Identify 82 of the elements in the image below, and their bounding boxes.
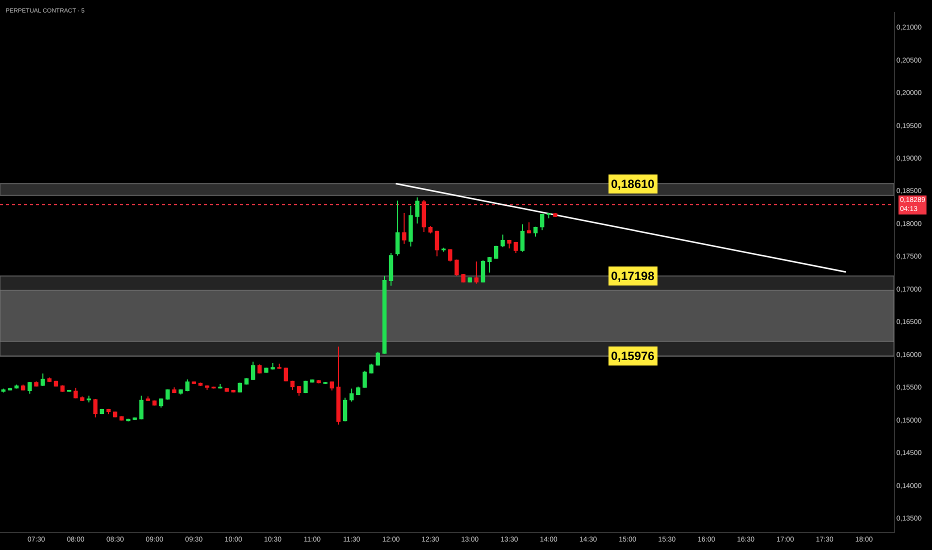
candlestick (500, 234, 505, 248)
candlestick (166, 388, 170, 400)
candlestick (192, 380, 196, 384)
candlestick (376, 351, 380, 366)
candlestick (178, 388, 183, 395)
candlestick (520, 224, 525, 252)
candlestick (132, 416, 137, 421)
candlestick (356, 386, 360, 396)
candlestick (507, 240, 512, 249)
candlestick (40, 373, 45, 386)
candlestick (8, 387, 12, 392)
candlestick (362, 370, 367, 388)
candlestick (231, 389, 236, 393)
candlestick (264, 367, 268, 374)
candlestick (533, 226, 538, 238)
candlestick (258, 364, 262, 374)
candlestick (198, 382, 203, 386)
candlestick (152, 400, 157, 406)
candlestick (434, 230, 440, 257)
candlestick (146, 396, 150, 402)
candlestick (468, 276, 472, 283)
candlestick (106, 408, 111, 415)
candlestick (388, 252, 394, 286)
candlestick (86, 395, 91, 403)
candlestick (304, 380, 308, 394)
band-label: 0,18610 (611, 177, 655, 191)
candlestick (454, 259, 459, 276)
candlestick (428, 226, 433, 234)
candlestick (323, 382, 328, 384)
candlestick (395, 200, 400, 256)
candlestick (113, 411, 118, 418)
candlestick (415, 196, 420, 224)
candlestick (120, 416, 124, 422)
candlestick (494, 245, 498, 260)
candlestick (553, 212, 558, 218)
candlestick (526, 222, 532, 234)
candlestick (448, 248, 452, 262)
candlestick (126, 418, 130, 422)
candlestick (93, 398, 98, 418)
candlestick (546, 212, 551, 219)
candlestick (540, 213, 544, 231)
candlestick (342, 397, 348, 422)
candlestick (185, 378, 190, 392)
candlestick (47, 376, 52, 383)
candlestick (461, 273, 466, 283)
candlestick (270, 362, 275, 370)
candlestick (330, 380, 334, 392)
candlestick (369, 363, 374, 374)
candlestick (34, 380, 38, 388)
candlestick (74, 387, 78, 399)
candlestick (487, 256, 492, 274)
candlestick (316, 380, 321, 384)
candlestick (514, 241, 518, 254)
candlestick (284, 367, 288, 382)
candlestick (290, 380, 295, 390)
ref-line-label: 0,15976 (611, 349, 655, 363)
candlestick (250, 361, 256, 381)
candlestick (480, 260, 486, 283)
candlestick (205, 384, 210, 390)
candlestick (474, 261, 479, 284)
band-label: 0,17198 (611, 269, 655, 283)
candlestick (310, 378, 314, 384)
candlestick (100, 408, 104, 415)
candlestick (158, 398, 164, 408)
candlestick (402, 212, 406, 244)
candlestick (224, 387, 229, 392)
candlestick (218, 383, 222, 390)
candlestick (350, 388, 354, 402)
candlestick (382, 275, 387, 354)
candlestick (139, 395, 144, 420)
candlestick (21, 384, 26, 392)
candlestick (172, 386, 176, 394)
candlestick (277, 363, 282, 370)
candlestick (238, 382, 242, 393)
candlestick (336, 346, 341, 426)
candlestick (54, 380, 58, 388)
candlestick (408, 205, 413, 247)
candlestick (422, 199, 426, 233)
candlestick (28, 382, 32, 394)
candlestick (80, 396, 84, 402)
candlestick (14, 384, 19, 390)
candlestick (296, 385, 302, 396)
